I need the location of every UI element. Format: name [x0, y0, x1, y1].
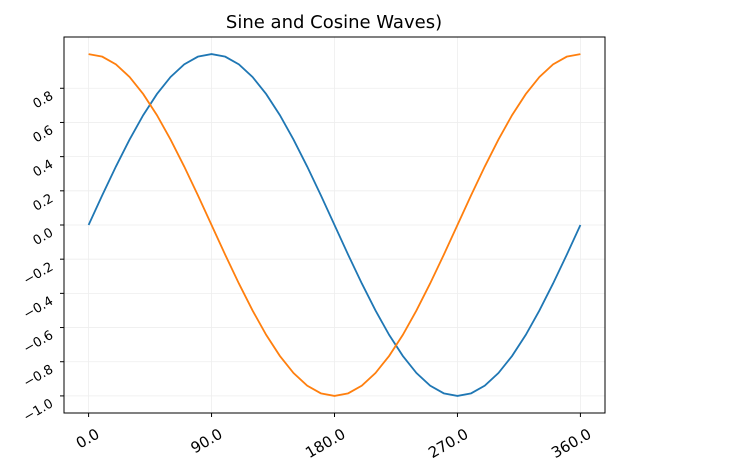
y-tick-label: −1.0 — [21, 396, 56, 425]
y-tick-label: −0.6 — [21, 328, 56, 357]
x-tick-label: 0.0 — [73, 425, 103, 453]
chart-title: Sine and Cosine Waves) — [226, 12, 442, 33]
plot-frame — [63, 36, 606, 414]
y-tick-label: 0.8 — [31, 89, 56, 112]
x-tick-label: 180.0 — [302, 425, 348, 462]
series-line — [87, 53, 582, 397]
series-line — [88, 53, 581, 397]
y-tick-label: −0.8 — [21, 362, 56, 391]
x-tick-label: 90.0 — [188, 425, 226, 457]
y-tick-label: 0.0 — [31, 225, 56, 248]
x-tick-label: 270.0 — [425, 425, 471, 462]
y-tick-label: 0.4 — [31, 157, 56, 180]
y-tick-label: −0.4 — [21, 294, 56, 323]
y-tick-label: 0.6 — [31, 123, 56, 146]
y-tick-label: −0.2 — [21, 260, 56, 289]
y-tick-label: 0.2 — [31, 191, 56, 214]
x-tick-label: 360.0 — [548, 425, 594, 462]
